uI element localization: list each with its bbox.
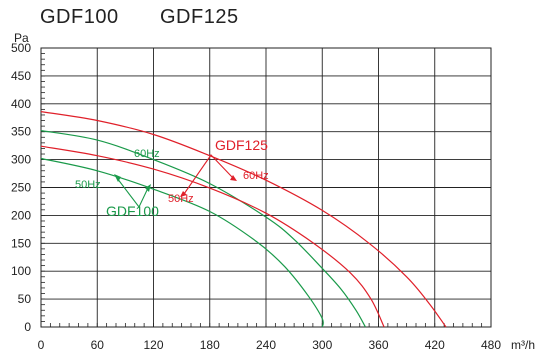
x-tick-labels: 0 60 120 180 240 300 360 420 480 bbox=[38, 338, 502, 352]
x-tick-label-5: 300 bbox=[312, 338, 332, 352]
arrowhead-gdf100-60hz bbox=[145, 184, 151, 192]
y-tick-label-10: 500 bbox=[11, 41, 31, 55]
y-tick-label-6: 300 bbox=[11, 153, 31, 167]
arrowhead-gdf125-60hz bbox=[230, 175, 237, 181]
label-gdf125-50hz: 50Hz bbox=[168, 193, 194, 205]
x-axis-label: m³/h bbox=[511, 338, 535, 352]
curves bbox=[40, 111, 447, 328]
chart-title-gdf100: GDF100 bbox=[40, 6, 119, 28]
curve-gdf100-50hz bbox=[40, 157, 324, 328]
pointer-gdf100 bbox=[116, 177, 149, 209]
y-tick-label-4: 200 bbox=[11, 208, 31, 222]
x-tick-label-8: 480 bbox=[481, 338, 501, 352]
curve-gdf125-60hz bbox=[40, 111, 447, 328]
grid bbox=[40, 47, 492, 328]
y-tick-label-3: 150 bbox=[11, 236, 31, 250]
y-tick-label-0: 0 bbox=[24, 320, 31, 334]
label-gdf125: GDF125 bbox=[215, 137, 268, 153]
pointer-gdf125 bbox=[183, 154, 234, 195]
label-gdf100-60hz: 60Hz bbox=[134, 148, 160, 160]
y-tick-label-2: 100 bbox=[11, 264, 31, 278]
y-tick-label-8: 400 bbox=[11, 97, 31, 111]
chart-title-gdf125: GDF125 bbox=[160, 6, 239, 28]
y-tick-label-9: 450 bbox=[11, 69, 31, 83]
x-tick-label-4: 240 bbox=[256, 338, 276, 352]
y-tick-label-7: 350 bbox=[11, 125, 31, 139]
arrowhead-gdf100-50hz bbox=[114, 174, 121, 182]
curve-gdf125-50hz bbox=[40, 145, 385, 328]
y-tick-label-1: 50 bbox=[18, 292, 32, 306]
x-tick-label-6: 360 bbox=[368, 338, 388, 352]
x-tick-label-2: 120 bbox=[143, 338, 163, 352]
x-tick-label-1: 60 bbox=[91, 338, 105, 352]
label-gdf125-60hz: 60Hz bbox=[243, 170, 269, 182]
label-gdf100: GDF100 bbox=[106, 203, 159, 219]
y-tick-label-5: 250 bbox=[11, 181, 31, 195]
x-tick-label-0: 0 bbox=[38, 338, 45, 352]
x-tick-label-7: 420 bbox=[425, 338, 445, 352]
x-tick-label-3: 180 bbox=[200, 338, 220, 352]
y-axis-label: Pa bbox=[14, 31, 29, 45]
label-gdf100-50hz: 50Hz bbox=[75, 179, 101, 191]
curve-gdf100-60hz bbox=[40, 130, 366, 328]
y-tick-labels: 0 50 100 150 200 250 300 350 400 450 500 bbox=[11, 41, 31, 334]
arrowhead-gdf125-50hz bbox=[180, 191, 187, 197]
annotations: 60Hz 50Hz GDF100 GDF125 60Hz 50Hz bbox=[75, 137, 269, 219]
plot-frame bbox=[40, 47, 492, 328]
